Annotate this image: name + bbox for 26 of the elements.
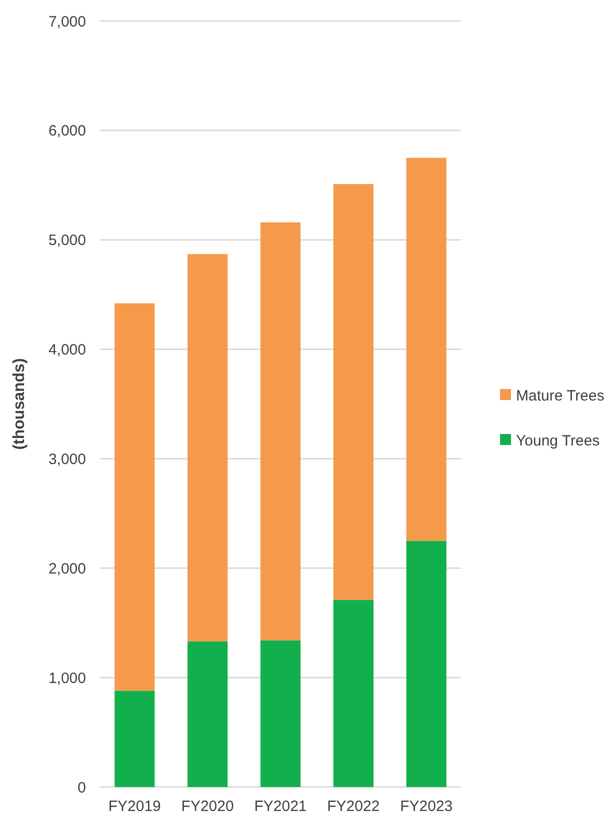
x-tick-label: FY2020 (181, 798, 234, 815)
x-tick-label: FY2019 (108, 798, 161, 815)
y-tick-label: 6,000 (48, 122, 86, 140)
y-tick-label: 1,000 (48, 670, 86, 687)
bar (406, 158, 446, 541)
y-tick-label: 4,000 (48, 342, 86, 359)
bar (188, 254, 228, 642)
bar (114, 690, 155, 787)
y-tick-label: 3,000 (48, 450, 86, 468)
y-tick-label: 0 (78, 779, 86, 796)
bar (406, 540, 446, 787)
x-tick-label: FY2021 (254, 798, 307, 815)
bar (333, 184, 374, 600)
legend-label: Young Trees (516, 432, 600, 450)
y-tick-label: 5,000 (48, 232, 86, 250)
legend-label: Mature Trees (516, 387, 604, 404)
bar (333, 600, 374, 787)
x-tick-label: FY2022 (327, 798, 380, 815)
x-tick-label: FY2023 (400, 798, 453, 815)
bar (188, 641, 228, 787)
y-tick-label: 7,000 (48, 13, 86, 30)
y-tick-label: 2,000 (48, 560, 86, 578)
bar (260, 222, 301, 640)
y-axis-title: (thousands) (11, 358, 28, 450)
bar (114, 303, 155, 691)
bar (260, 640, 301, 787)
